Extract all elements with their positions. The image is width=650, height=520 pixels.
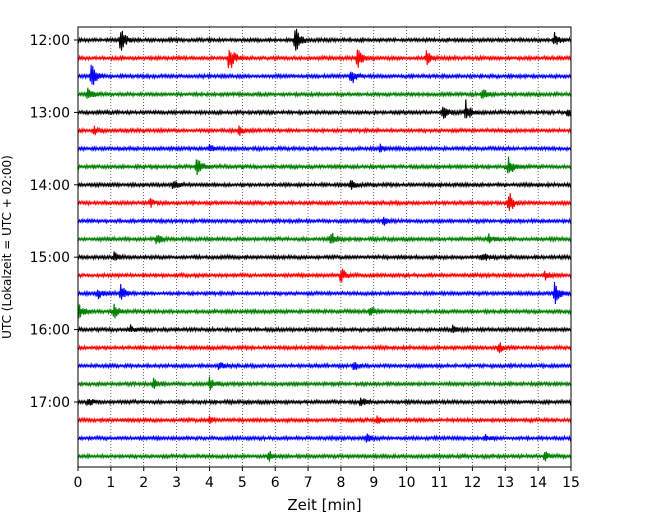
x-tick-label: 10 <box>398 475 416 491</box>
trace-line <box>77 397 572 407</box>
trace-line <box>77 49 572 69</box>
x-tick-label: 9 <box>369 475 378 491</box>
trace-line <box>77 233 572 245</box>
y-tick-label: 13:00 <box>30 105 70 121</box>
x-tick-label: 7 <box>304 475 313 491</box>
y-tick-label: 14:00 <box>30 178 70 194</box>
trace-line <box>77 450 572 462</box>
x-tick-label: 15 <box>562 475 580 491</box>
x-tick-label: 13 <box>496 475 514 491</box>
x-tick-label: 4 <box>205 475 214 491</box>
y-axis-label: UTC (Lokalzeit = UTC + 02:00) <box>0 155 14 339</box>
x-tick-label: 5 <box>238 475 247 491</box>
trace-line <box>77 324 572 334</box>
trace-line <box>77 268 572 283</box>
x-tick-label: 3 <box>172 475 181 491</box>
x-axis-label: Zeit [min] <box>287 496 361 514</box>
x-tick-label: 14 <box>529 475 547 491</box>
trace-line <box>77 282 572 304</box>
trace-line <box>77 143 572 153</box>
x-tick-label: 8 <box>336 475 345 491</box>
y-tick-label: 16:00 <box>30 323 70 339</box>
y-tick-label: 17:00 <box>30 395 70 411</box>
x-tick-label: 1 <box>106 475 115 491</box>
y-tick-label: 12:00 <box>30 33 70 49</box>
vertical-grid <box>110 27 539 467</box>
plot-frame <box>77 26 572 468</box>
trace-line <box>77 302 572 319</box>
seismic-traces <box>77 28 572 462</box>
trace-line <box>77 28 572 51</box>
trace-line <box>77 415 572 425</box>
trace-line <box>77 361 572 371</box>
trace-line <box>77 342 572 353</box>
trace-line <box>77 193 572 211</box>
x-tick-label: 11 <box>431 475 449 491</box>
trace-line <box>77 87 572 99</box>
trace-line <box>77 156 572 175</box>
trace-line <box>77 433 572 443</box>
trace-line <box>77 376 572 391</box>
x-tick-label: 0 <box>74 475 83 491</box>
trace-line <box>77 251 572 262</box>
trace-line <box>77 216 572 226</box>
trace-line <box>77 180 572 190</box>
x-tick-label: 6 <box>271 475 280 491</box>
trace-line <box>77 99 572 119</box>
x-tick-label: 2 <box>139 475 148 491</box>
trace-line <box>77 64 572 85</box>
x-axis-ticks: 0 1 2 3 4 5 6 7 8 9 10 11 12 13 14 15 <box>74 467 580 491</box>
trace-line <box>77 125 572 136</box>
y-tick-label: 15:00 <box>30 250 70 266</box>
x-tick-label: 12 <box>463 475 481 491</box>
y-axis-ticks: 12:00 13:00 14:00 15:00 16:00 17:00 <box>30 33 78 411</box>
